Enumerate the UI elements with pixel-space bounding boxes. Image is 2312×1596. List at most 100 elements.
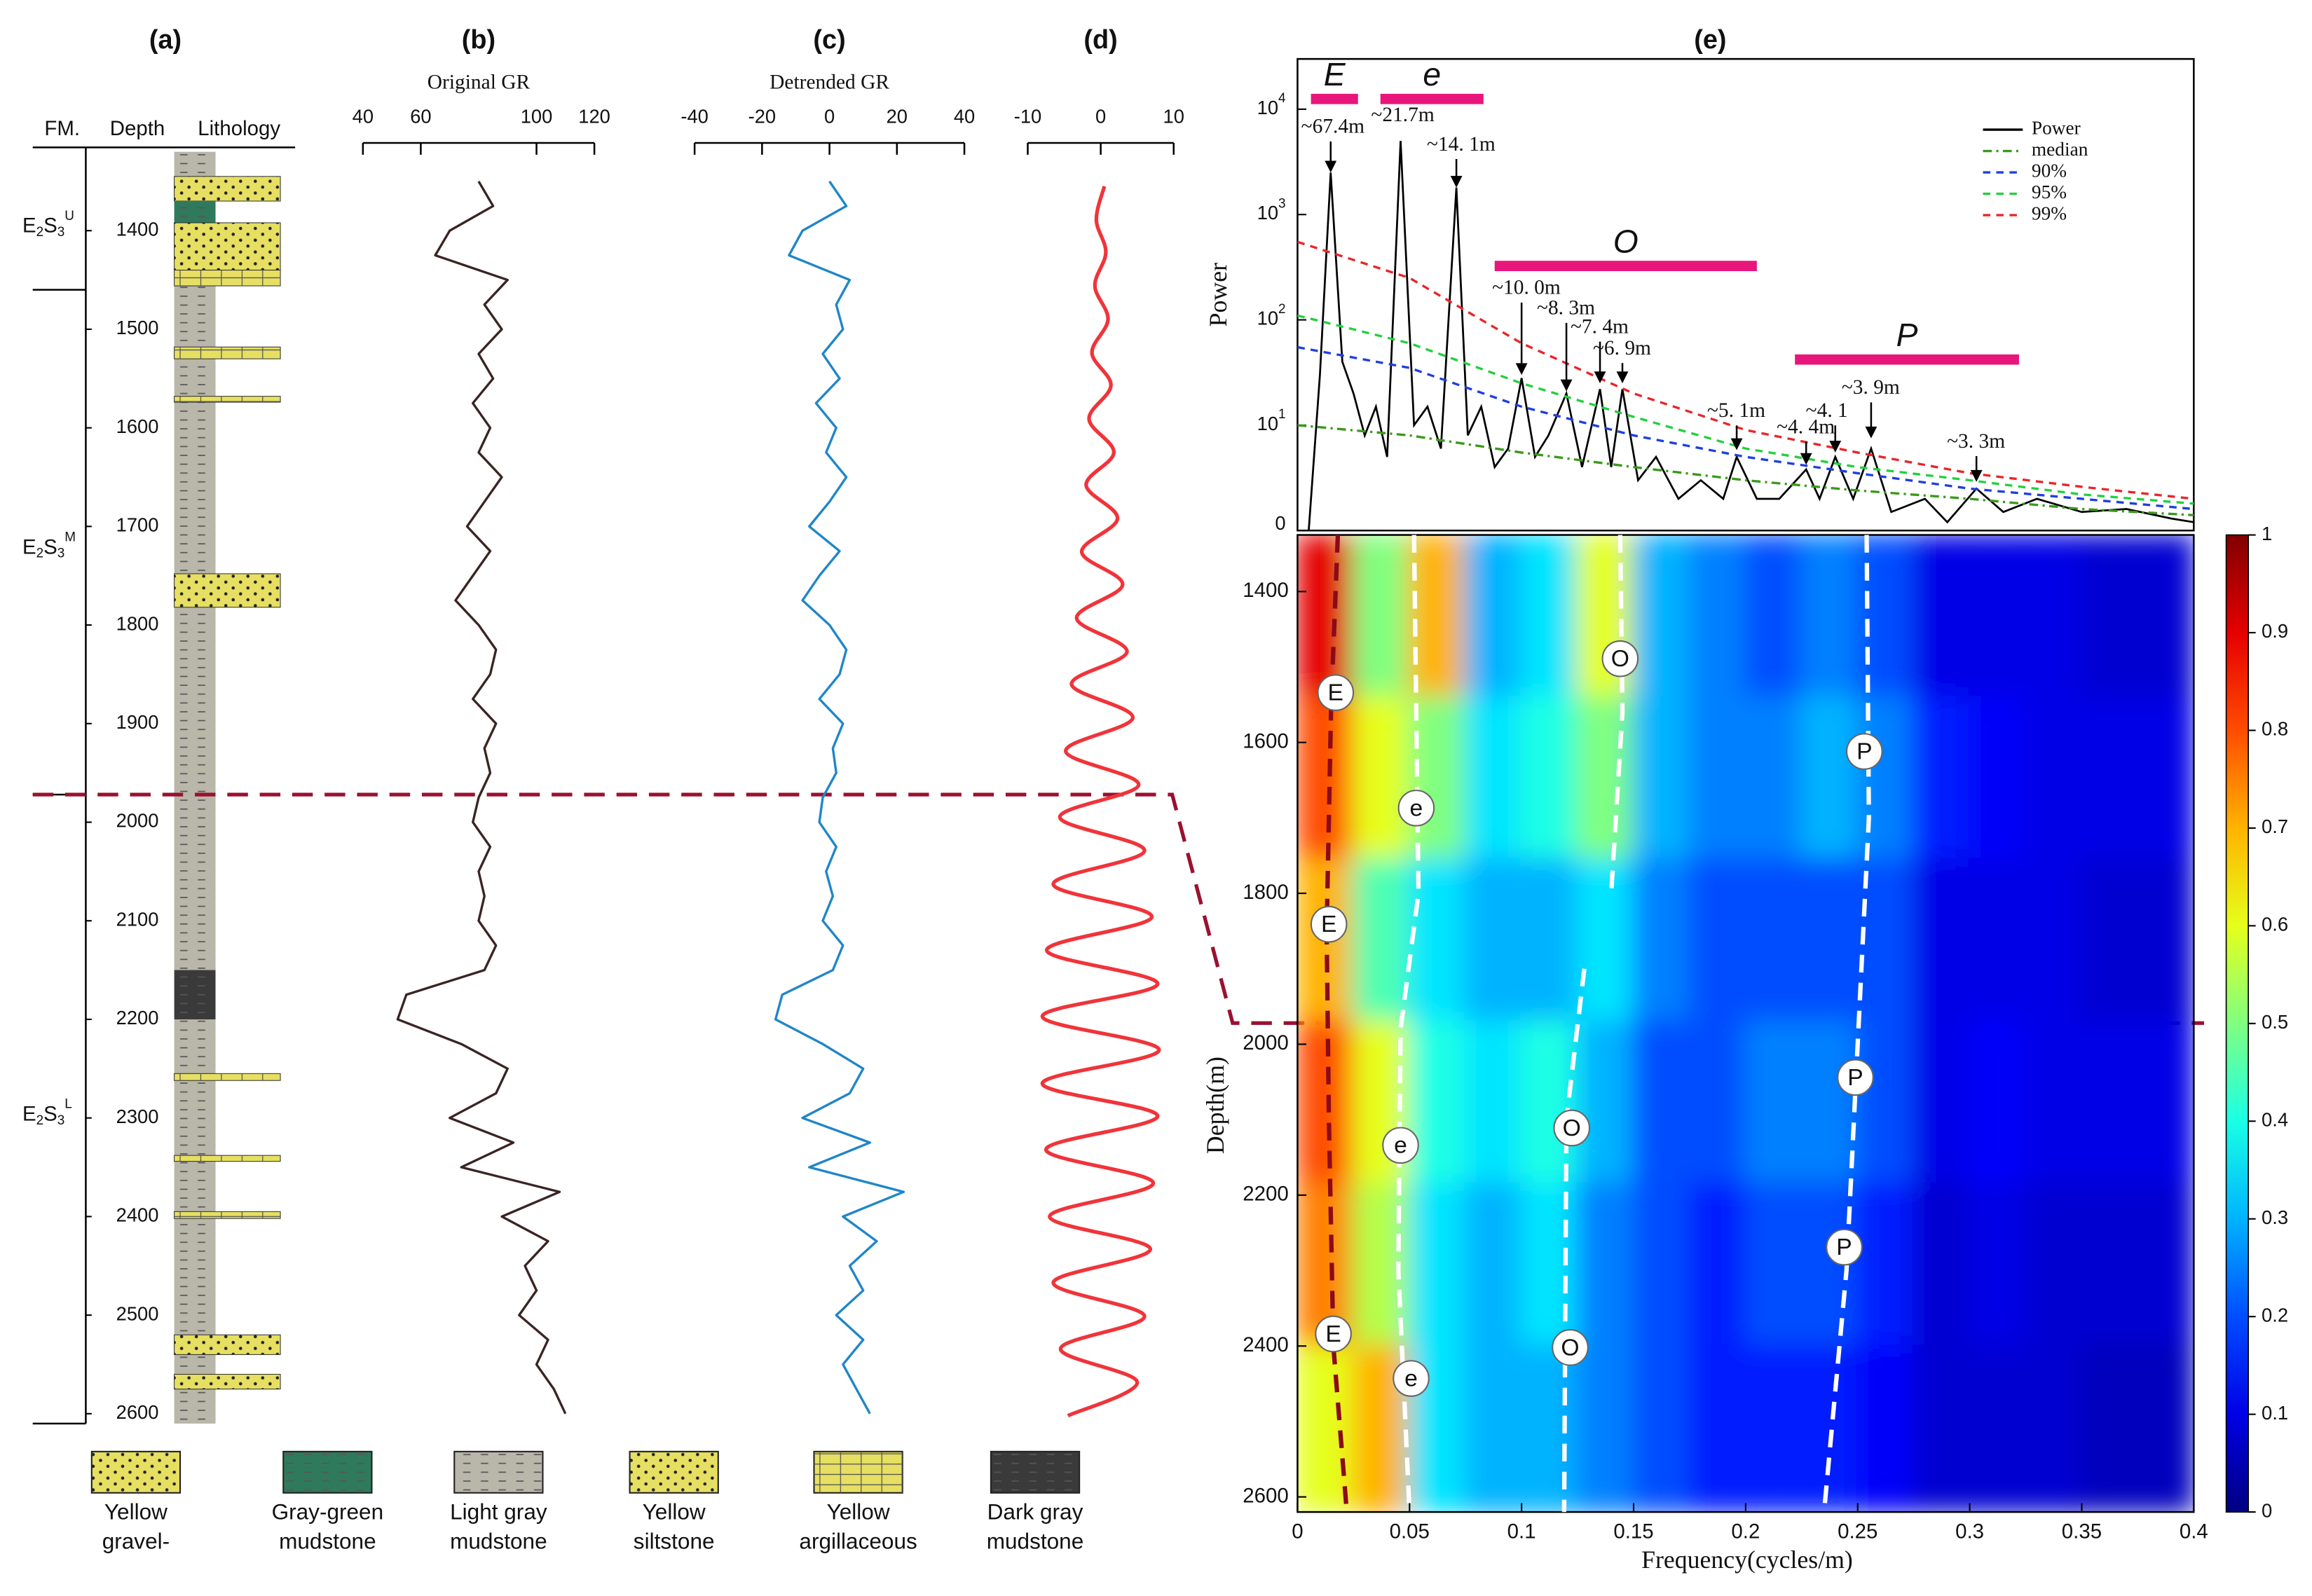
x-tick-label: 60 <box>410 105 431 127</box>
heatmap-cell <box>1856 1344 1915 1513</box>
bed-pattern <box>174 1211 281 1219</box>
column-header: Lithology <box>198 117 280 140</box>
heatmap-cell <box>1688 1344 1747 1513</box>
legend-swatch-pattern <box>814 1451 903 1493</box>
heatmap-cell <box>1632 535 1692 699</box>
y-tick-label: 1600 <box>1243 729 1289 752</box>
ridge-label: e <box>1410 795 1423 821</box>
legend-label: Power <box>2032 117 2081 138</box>
heatmap-cell <box>1352 858 1411 1024</box>
bed-pattern <box>174 573 281 607</box>
y-tick-exponent: 1 <box>1278 407 1286 422</box>
y-tick-label: 2000 <box>116 810 159 832</box>
band-label: P <box>1896 317 1918 353</box>
y-tick-label: 1800 <box>1243 881 1289 904</box>
heatmap-cell <box>1912 1344 1971 1513</box>
heatmap-cell <box>1856 1020 1915 1185</box>
heatmap-cell <box>1688 1020 1747 1185</box>
heatmap-cell <box>2136 1182 2194 1348</box>
ridge-marker <box>1393 1360 1430 1397</box>
bed-pattern <box>174 176 281 202</box>
y-tick-label: 2400 <box>1243 1333 1289 1356</box>
formation-label-part: 3 <box>57 225 65 240</box>
legend-label: gravel- <box>102 1529 170 1554</box>
heatmap-cell <box>2024 695 2084 861</box>
series-line <box>1297 424 2194 516</box>
heatmap-cell <box>1968 695 2027 861</box>
x-tick-label: 0.05 <box>1390 1520 1430 1543</box>
y-tick-label: 2000 <box>1243 1031 1289 1054</box>
heatmap-cell <box>1520 695 1580 861</box>
y-tick-label: 1400 <box>1243 579 1289 602</box>
heatmap-cell <box>1352 695 1411 861</box>
y-tick-exponent: 4 <box>1278 91 1286 106</box>
x-axis-label: Detrended GR <box>769 71 889 94</box>
y-tick-label: 0 <box>1275 512 1285 534</box>
y-tick-label: 2400 <box>116 1204 159 1226</box>
panel-title: (d) <box>1083 25 1117 55</box>
log-curve <box>774 180 905 1415</box>
annotation: ~3. 3m <box>1947 430 2005 453</box>
ridge-label: P <box>1847 1065 1863 1091</box>
bed-pattern <box>174 1335 281 1355</box>
annotation-arrowhead <box>1594 371 1606 384</box>
legend-label: mudstone <box>279 1529 376 1554</box>
ridge-marker <box>1317 674 1355 711</box>
heatmap-cell <box>1575 1020 1636 1185</box>
x-tick-label: 0 <box>1292 1520 1303 1543</box>
bed-pattern <box>174 151 216 1424</box>
heatmap-cell <box>1408 1182 1468 1348</box>
panel-title: (c) <box>813 25 845 55</box>
x-axis-label: Original GR <box>427 71 531 94</box>
y-tick-label: 1800 <box>116 612 159 634</box>
legend-label: 95% <box>2032 181 2067 202</box>
colorbar-tick-label: 0.3 <box>2262 1206 2288 1228</box>
heatmap-cell <box>1744 1020 1803 1185</box>
legend-label: argillaceous <box>799 1529 917 1554</box>
annotation: ~10. 0m <box>1492 277 1561 299</box>
heatmap-cell <box>1912 535 1971 699</box>
y-tick-label: 1400 <box>116 218 159 240</box>
formation-label-part: E <box>22 535 36 558</box>
annotation-arrowhead <box>1730 438 1743 450</box>
heatmap-cell <box>1744 858 1803 1024</box>
series-line <box>1308 141 2194 531</box>
annotation-arrowhead <box>1450 176 1463 188</box>
legend-label: mudstone <box>450 1529 547 1554</box>
x-tick-label: 20 <box>887 105 908 127</box>
heatmap-cell <box>1352 535 1411 699</box>
y-tick-base: 0 <box>1275 512 1285 534</box>
ridge-label: O <box>1561 1335 1579 1361</box>
ridge-label: e <box>1404 1365 1418 1391</box>
bed-pattern <box>174 201 216 223</box>
heatmap-cell <box>2080 1182 2140 1348</box>
heatmap-cell <box>1297 1344 1355 1513</box>
colorbar-tick-label: 0.6 <box>2262 914 2288 935</box>
ridge-marker <box>1382 1127 1419 1164</box>
x-tick-label: 0 <box>1095 105 1106 127</box>
heatmap-cell <box>2136 1344 2194 1513</box>
y-tick-label: 2500 <box>116 1302 159 1324</box>
panel-title: (b) <box>462 25 495 55</box>
ridge-marker <box>1837 1059 1874 1096</box>
y-tick-label: 2100 <box>116 908 159 930</box>
heatmap-cell <box>1464 695 1524 861</box>
legend-label: 90% <box>2032 160 2067 181</box>
colorbar-tick-label: 0.7 <box>2262 816 2288 837</box>
y-tick-base: 10 <box>1257 97 1278 118</box>
heatmap-cell <box>1744 535 1803 699</box>
heatmap-cell <box>1856 1182 1915 1348</box>
colorbar-tick-label: 0.1 <box>2262 1402 2288 1424</box>
y-tick-label: 2200 <box>116 1007 159 1029</box>
annotation-arrowhead <box>1616 371 1629 384</box>
ridge-line <box>1821 535 1871 1513</box>
ridge-label: E <box>1328 680 1343 706</box>
y-tick-label: 2300 <box>116 1106 159 1127</box>
formation-label-part: M <box>64 530 76 545</box>
heatmap-cell <box>1464 858 1524 1024</box>
ridge-marker <box>1397 790 1435 827</box>
formation-label-part: 3 <box>57 1113 65 1128</box>
ridge-marker <box>1310 905 1348 943</box>
